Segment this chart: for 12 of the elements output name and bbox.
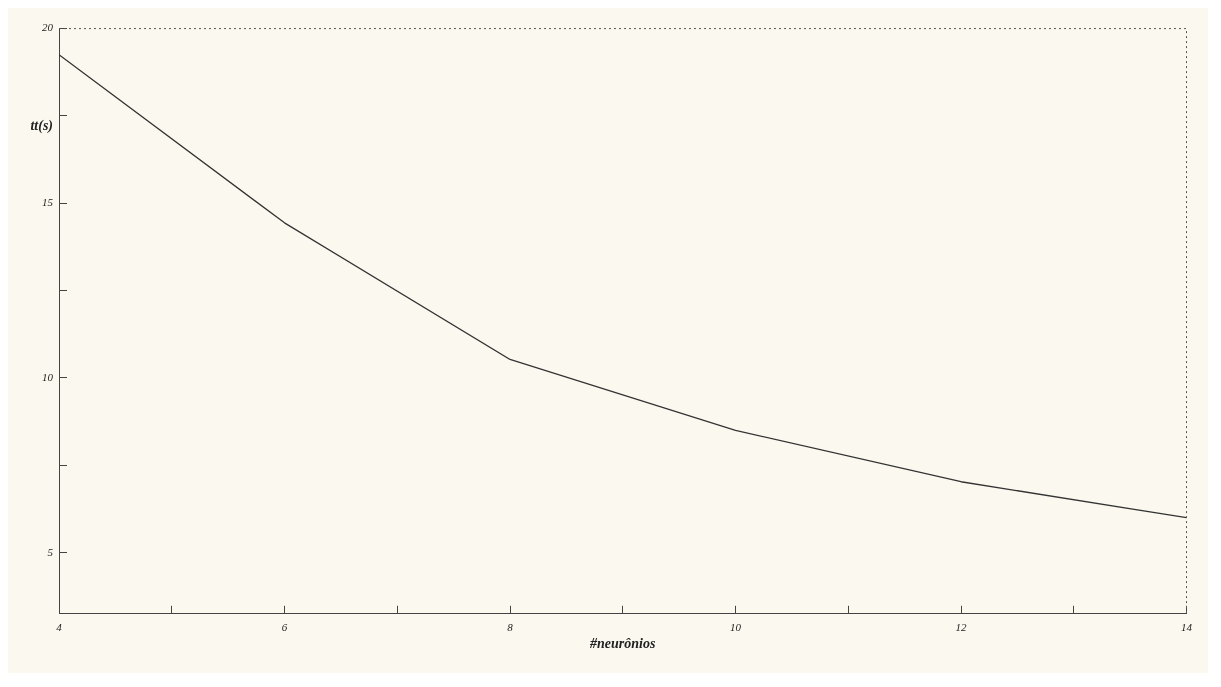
x-tick-label: 8 — [507, 621, 514, 634]
x-tick-label: 12 — [955, 621, 967, 634]
x-tick-label: 10 — [730, 621, 742, 634]
y-tick-label: 5 — [47, 545, 54, 558]
y-tick-label: 20 — [42, 21, 54, 34]
x-tick-label: 4 — [56, 621, 63, 634]
x-tick-label: 6 — [281, 621, 288, 634]
x-axis-title: #neurônios — [589, 636, 656, 652]
y-tick-label: 15 — [42, 196, 54, 209]
y-axis-title: tt(s) — [30, 118, 53, 135]
y-tick-label: 10 — [42, 370, 54, 383]
x-tick-label: 14 — [1181, 621, 1193, 634]
